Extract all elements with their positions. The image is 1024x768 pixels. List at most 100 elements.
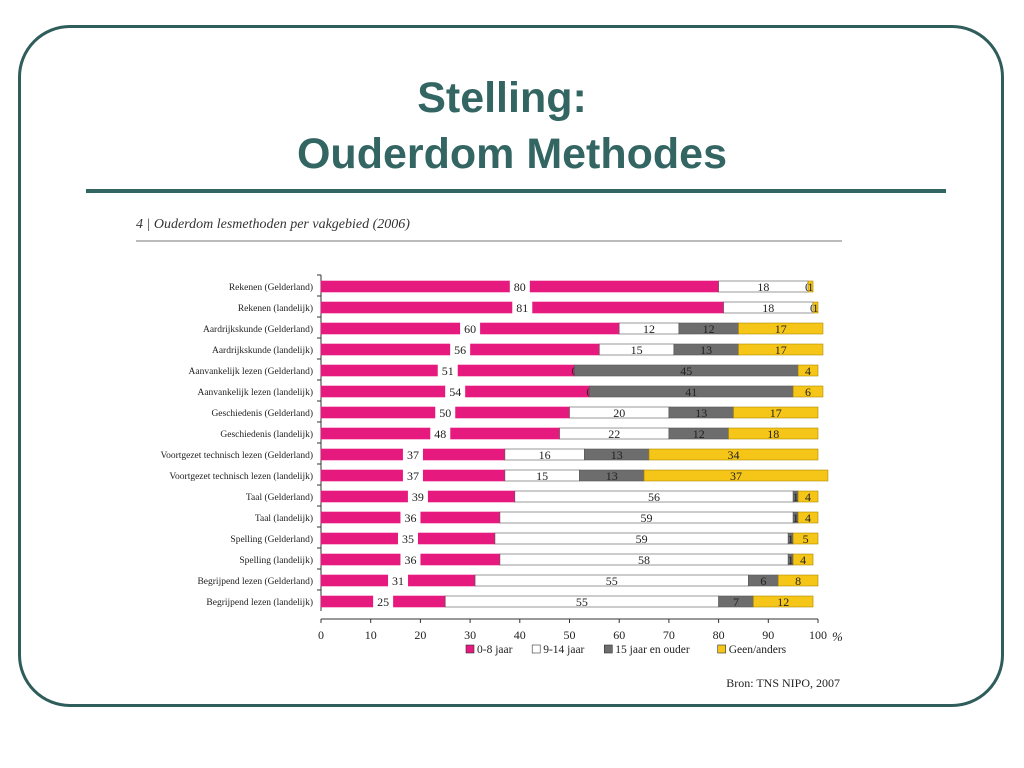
data-label: 17 xyxy=(775,322,787,336)
data-label: 1 xyxy=(793,511,799,525)
x-tick-label: 90 xyxy=(762,628,774,642)
x-tick-label: 60 xyxy=(613,628,625,642)
slide-frame xyxy=(18,25,1004,707)
data-label: 55 xyxy=(606,574,618,588)
bar-segment xyxy=(777,574,819,587)
data-label: 15 xyxy=(631,343,643,357)
slide-title-line-2: Ouderdom Methodes xyxy=(296,130,728,178)
category-label: Geschiedenis (Gelderland) xyxy=(211,408,313,419)
data-label: 4 xyxy=(800,553,806,567)
data-label: 59 xyxy=(641,511,653,525)
category-label: Geschiedenis (landelijk) xyxy=(220,429,313,440)
data-label: 59 xyxy=(636,532,648,546)
x-tick-label: 50 xyxy=(564,628,576,642)
data-label: 58 xyxy=(638,553,650,567)
data-label: 81 xyxy=(516,301,528,315)
source-note: Bron: TNS NIPO, 2007 xyxy=(726,676,840,690)
data-label-bg xyxy=(445,385,466,398)
data-label: 56 xyxy=(454,343,466,357)
data-label-bg xyxy=(407,490,428,503)
bar-segment xyxy=(812,301,819,314)
data-label: 51 xyxy=(442,364,454,378)
data-label: 1 xyxy=(788,553,794,567)
bar-segment xyxy=(643,469,829,482)
data-label-bg xyxy=(400,511,421,524)
category-label: Voortgezet technisch lezen (landelijk) xyxy=(169,471,313,482)
data-label: 80 xyxy=(514,280,526,294)
data-label-bg xyxy=(512,301,533,314)
title-underline xyxy=(86,189,946,193)
data-label: 13 xyxy=(611,448,623,462)
category-label: Aardrijkskunde (Gelderland) xyxy=(203,324,313,335)
data-label: 1 xyxy=(808,280,814,294)
data-label: 60 xyxy=(464,322,476,336)
data-label: 12 xyxy=(777,595,789,609)
data-label: 12 xyxy=(703,322,715,336)
legend-label: 9-14 jaar xyxy=(543,644,584,656)
data-label: 50 xyxy=(439,406,451,420)
bar-segment xyxy=(738,322,824,335)
data-label: 17 xyxy=(770,406,782,420)
data-label: 18 xyxy=(767,427,779,441)
data-label-bg xyxy=(388,574,409,587)
data-label-bg xyxy=(402,448,423,461)
bar-segment xyxy=(733,406,819,419)
x-unit-label: % xyxy=(832,629,843,644)
legend-swatch xyxy=(603,644,613,654)
data-label: 5 xyxy=(803,532,809,546)
data-label: 37 xyxy=(407,448,419,462)
category-label: Taal (landelijk) xyxy=(255,513,313,524)
data-label-bg xyxy=(509,280,530,293)
bar-segment xyxy=(797,364,819,377)
legend-swatch xyxy=(465,644,475,654)
data-label: 13 xyxy=(695,406,707,420)
bar-segment xyxy=(728,427,819,440)
x-tick-label: 40 xyxy=(514,628,526,642)
data-label-bg xyxy=(450,343,471,356)
data-label-bg xyxy=(400,553,421,566)
legend-swatch xyxy=(717,644,727,654)
x-tick-label: 10 xyxy=(365,628,377,642)
legend-label: Geen/anders xyxy=(729,644,787,656)
data-label: 35 xyxy=(402,532,414,546)
data-label: 8 xyxy=(795,574,801,588)
data-label: 37 xyxy=(730,469,742,483)
data-label: 56 xyxy=(648,490,660,504)
bar-segment xyxy=(792,385,824,398)
legend-label: 15 jaar en ouder xyxy=(615,644,690,656)
bar-segment xyxy=(738,343,824,356)
data-label: 1 xyxy=(788,532,794,546)
data-label: 4 xyxy=(805,364,811,378)
data-label: 12 xyxy=(643,322,655,336)
data-label: 18 xyxy=(762,301,774,315)
category-label: Taal (Gelderland) xyxy=(246,492,313,503)
x-tick-label: 0 xyxy=(318,628,324,642)
data-label-bg xyxy=(397,532,418,545)
data-label: 37 xyxy=(407,469,419,483)
legend-swatch xyxy=(531,644,541,654)
data-label: 31 xyxy=(392,574,404,588)
data-label: 13 xyxy=(606,469,618,483)
data-label: 18 xyxy=(757,280,769,294)
data-label: 1 xyxy=(793,490,799,504)
bar-segment xyxy=(797,511,819,524)
data-label: 45 xyxy=(680,364,692,378)
data-label: 1 xyxy=(813,301,819,315)
bar-segment xyxy=(792,532,819,545)
category-label: Rekenen (landelijk) xyxy=(238,303,313,314)
x-tick-label: 30 xyxy=(464,628,476,642)
data-label-bg xyxy=(402,469,423,482)
category-label: Begrijpend lezen (landelijk) xyxy=(206,597,313,608)
data-label: 6 xyxy=(805,385,811,399)
figure-caption: 4 | Ouderdom lesmethoden per vakgebied (… xyxy=(136,217,410,232)
category-label: Voortgezet technisch lezen (Gelderland) xyxy=(160,450,313,461)
data-label: 13 xyxy=(700,343,712,357)
bar-segment xyxy=(648,448,819,461)
data-label: 7 xyxy=(733,595,739,609)
data-label: 34 xyxy=(728,448,740,462)
data-label: 4 xyxy=(805,511,811,525)
data-label-bg xyxy=(437,364,458,377)
category-label: Rekenen (Gelderland) xyxy=(229,282,313,293)
data-label: 16 xyxy=(539,448,551,462)
